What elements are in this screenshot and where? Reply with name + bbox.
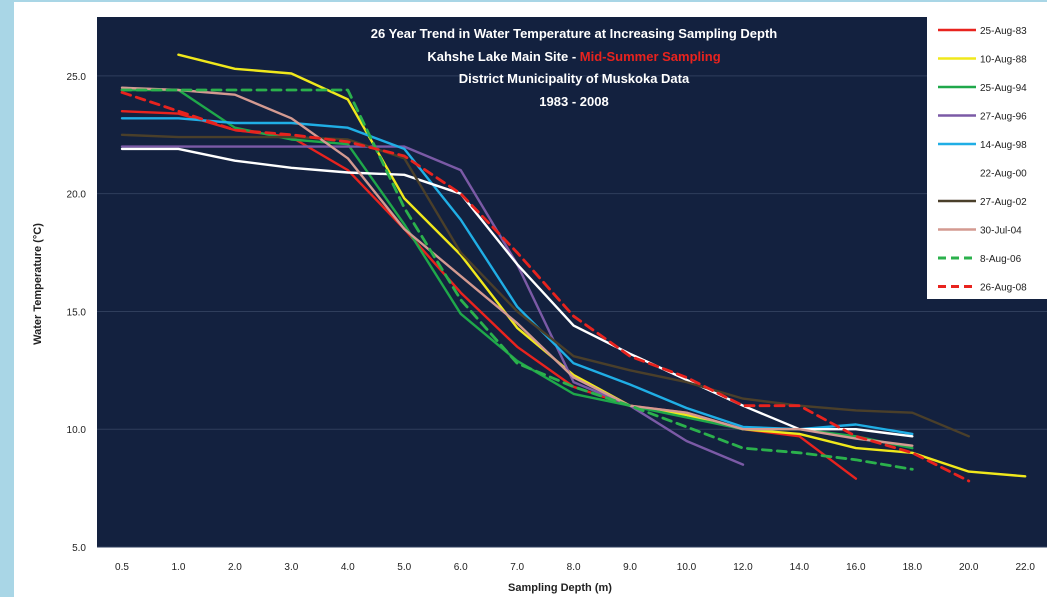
legend-label: 27-Aug-96 [980, 112, 1027, 123]
legend-box [927, 16, 1047, 299]
x-tick-label: 16.0 [846, 562, 866, 573]
y-tick-label: 20.0 [67, 190, 87, 201]
x-tick-label: 9.0 [623, 562, 637, 573]
y-tick-label: 10.0 [67, 425, 87, 436]
temperature-chart: 26 Year Trend in Water Temperature at In… [32, 16, 1047, 594]
title-line-1: 26 Year Trend in Water Temperature at In… [371, 26, 778, 41]
legend-label: 27-Aug-02 [980, 197, 1027, 208]
y-axis-ticks: 5.0 10.0 15.0 20.0 25.0 [67, 72, 87, 554]
y-axis-title: Water Temperature (°C) [32, 223, 44, 345]
series-line-26-Aug-08 [120, 91, 971, 483]
x-tick-label: 14.0 [790, 562, 810, 573]
chart-title: 26 Year Trend in Water Temperature at In… [371, 26, 778, 109]
chart-frame: 26 Year Trend in Water Temperature at In… [14, 2, 1047, 597]
x-axis-ticks: 0.5 1.0 2.0 3.0 4.0 5.0 6.0 7.0 8.0 9.0 10.0 12.0 14… [115, 562, 1035, 573]
x-tick-label: 10.0 [677, 562, 697, 573]
x-tick-label: 8.0 [567, 562, 581, 573]
x-axis-title: Sampling Depth (m) [508, 582, 612, 594]
title-line-2: Kahshe Lake Main Site - Mid-Summer Sampl… [427, 49, 720, 64]
legend-label: 22-Aug-00 [980, 169, 1027, 180]
grid-lines [97, 75, 1047, 548]
x-tick-label: 7.0 [510, 562, 524, 573]
series-line-27-Aug-96 [120, 145, 745, 466]
y-tick-label: 15.0 [67, 307, 87, 318]
legend-label: 25-Aug-94 [980, 83, 1027, 94]
title-site-prefix: Kahshe Lake Main Site - [427, 49, 579, 64]
x-tick-label: 12.0 [733, 562, 753, 573]
x-tick-label: 2.0 [228, 562, 242, 573]
x-tick-label: 6.0 [454, 562, 468, 573]
x-tick-label: 20.0 [959, 562, 979, 573]
legend-label: 25-Aug-83 [980, 26, 1027, 37]
y-tick-label: 5.0 [72, 543, 86, 554]
series-lines [120, 53, 1027, 483]
x-tick-label: 18.0 [903, 562, 923, 573]
legend-label: 10-Aug-88 [980, 55, 1027, 66]
legend-label: 26-Aug-08 [980, 283, 1027, 294]
title-site-highlight: Mid-Summer Sampling [580, 49, 721, 64]
series-line-27-Aug-02 [120, 133, 970, 438]
legend-label: 30-Jul-04 [980, 226, 1022, 237]
x-tick-label: 22.0 [1015, 562, 1035, 573]
title-line-3: District Municipality of Muskoka Data [459, 71, 690, 86]
series-line-22-Aug-00 [120, 147, 914, 438]
legend-label: 8-Aug-06 [980, 254, 1022, 265]
y-tick-label: 25.0 [67, 72, 87, 83]
legend: 25-Aug-83 10-Aug-88 25-Aug-94 27-Aug-96 14-A… [927, 16, 1047, 299]
legend-label: 14-Aug-98 [980, 140, 1027, 151]
x-tick-label: 4.0 [341, 562, 355, 573]
series-line-8-Aug-06 [120, 88, 914, 471]
title-line-4: 1983 - 2008 [539, 94, 608, 109]
x-tick-label: 0.5 [115, 562, 129, 573]
x-tick-label: 3.0 [284, 562, 298, 573]
series-line-30-Jul-04 [120, 86, 914, 447]
x-tick-label: 1.0 [171, 562, 185, 573]
x-tick-label: 5.0 [397, 562, 411, 573]
plot-area [97, 17, 1047, 547]
